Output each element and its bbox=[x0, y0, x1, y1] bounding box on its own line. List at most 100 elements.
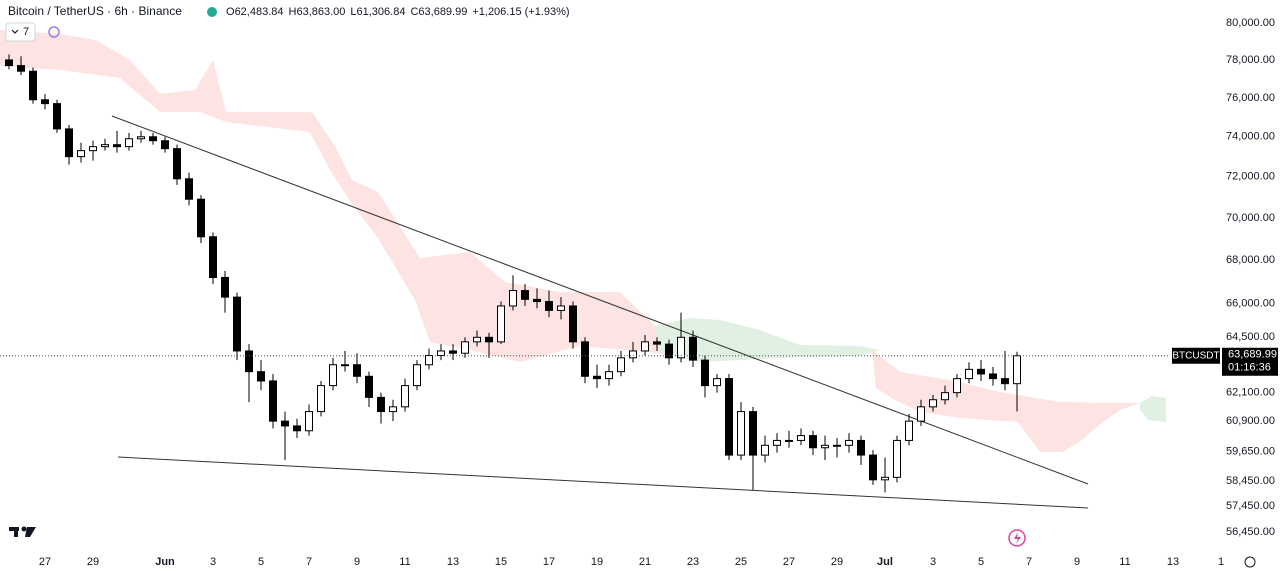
ohlc-label: O bbox=[226, 6, 235, 18]
indicators-toggle[interactable] bbox=[5, 22, 36, 42]
logo-part bbox=[14, 527, 18, 537]
x-tick-label: 1 bbox=[1218, 556, 1224, 568]
x-tick-label: 19 bbox=[591, 556, 603, 568]
logo-part bbox=[21, 526, 27, 532]
x-tick-label: Jun bbox=[155, 556, 175, 568]
candle-body bbox=[773, 439, 781, 446]
x-tick-label: 17 bbox=[543, 556, 555, 568]
x-tick-label: 9 bbox=[354, 556, 360, 568]
x-tick-label: 29 bbox=[831, 556, 843, 568]
candle-body bbox=[461, 341, 469, 354]
x-tick-label: 5 bbox=[258, 556, 264, 568]
y-tick-label: 74,000.00 bbox=[1226, 131, 1275, 143]
y-tick-label: 70,000.00 bbox=[1226, 212, 1275, 224]
candle-body bbox=[209, 236, 217, 278]
candle-body bbox=[929, 399, 937, 408]
y-tick-label: 80,000.00 bbox=[1226, 17, 1275, 29]
cloud-bearish bbox=[0, 30, 700, 362]
candle-body bbox=[89, 146, 97, 152]
x-tick-label: 7 bbox=[306, 556, 312, 568]
candle-body bbox=[833, 444, 841, 447]
candle-body bbox=[449, 350, 457, 354]
candle-body bbox=[473, 336, 481, 343]
tv-logo bbox=[9, 526, 36, 537]
x-tick-label: 7 bbox=[1026, 556, 1032, 568]
candles bbox=[5, 54, 1021, 493]
x-tick-label: 11 bbox=[399, 556, 410, 568]
ohlc-value: 61,306.84 bbox=[357, 6, 406, 18]
tag-background bbox=[1222, 347, 1278, 376]
candle-body bbox=[653, 341, 661, 345]
candle-body bbox=[713, 378, 721, 387]
candle-body bbox=[401, 385, 409, 408]
candle-body bbox=[389, 406, 397, 413]
candle-body bbox=[821, 444, 829, 449]
candle-body bbox=[509, 290, 517, 307]
candle-body bbox=[557, 305, 565, 311]
candle-body bbox=[41, 99, 49, 105]
candle-body bbox=[437, 350, 445, 357]
x-tick-label: 3 bbox=[210, 556, 216, 568]
candle-body bbox=[533, 298, 541, 303]
y-tick-label: 64,500.00 bbox=[1226, 331, 1275, 343]
candle-body bbox=[245, 350, 253, 373]
y-tick-label: 72,000.00 bbox=[1226, 171, 1275, 183]
candle-body bbox=[233, 296, 241, 352]
candle-body bbox=[149, 136, 157, 142]
candle-body bbox=[953, 378, 961, 394]
candle-body bbox=[665, 343, 673, 359]
candle-body bbox=[101, 144, 109, 148]
x-tick-label: 11 bbox=[1119, 556, 1130, 568]
candle-body bbox=[545, 301, 553, 311]
axes: 80,000.00 78,000.00 76,000.00 74,000.00 72,0… bbox=[39, 17, 1275, 568]
cloud-bullish bbox=[1140, 396, 1166, 422]
indicators-count: 7 bbox=[23, 26, 29, 38]
candle-body bbox=[737, 411, 745, 456]
candle-body bbox=[341, 364, 349, 367]
x-tick-label: Jul bbox=[877, 556, 893, 568]
y-tick-label: 60,900.00 bbox=[1226, 415, 1275, 427]
candle-body bbox=[749, 411, 757, 456]
x-tick-label: 5 bbox=[978, 556, 984, 568]
sync-icon[interactable] bbox=[48, 26, 60, 38]
cloud-bearish bbox=[872, 350, 1140, 452]
candle-body bbox=[785, 439, 793, 442]
y-tick-label: 57,450.00 bbox=[1226, 500, 1275, 512]
x-tick-label: 13 bbox=[447, 556, 459, 568]
ohlc-change: +1,206.15 (+1.93%) bbox=[472, 6, 569, 18]
y-tick-label: 59,650.00 bbox=[1226, 445, 1275, 457]
candle-body bbox=[725, 378, 733, 456]
x-tick-label: 3 bbox=[930, 556, 936, 568]
ohlc-label: C bbox=[410, 6, 418, 18]
candle-body bbox=[893, 439, 901, 478]
candle-body bbox=[881, 476, 889, 481]
candle-body bbox=[353, 364, 361, 377]
candle-body bbox=[581, 341, 589, 377]
alert-icon[interactable] bbox=[1008, 529, 1026, 547]
y-tick-label: 78,000.00 bbox=[1226, 54, 1275, 66]
y-tick-label: 58,450.00 bbox=[1226, 475, 1275, 487]
candle-body bbox=[797, 435, 805, 441]
candle-body bbox=[5, 59, 13, 67]
candle-body bbox=[221, 276, 229, 298]
candle-body bbox=[185, 178, 193, 200]
candle-body bbox=[269, 380, 277, 422]
candle-body bbox=[941, 392, 949, 401]
candle-body bbox=[905, 420, 913, 441]
logo-part bbox=[25, 527, 36, 537]
x-tick-label: 27 bbox=[783, 556, 795, 568]
candle-body bbox=[77, 150, 85, 158]
candle-body bbox=[53, 103, 61, 130]
x-tick-label: 9 bbox=[1074, 556, 1080, 568]
candle-body bbox=[413, 364, 421, 387]
candle-body bbox=[29, 70, 37, 101]
candle-body bbox=[1013, 355, 1021, 385]
settings-icon[interactable] bbox=[1244, 556, 1256, 568]
candle-body bbox=[569, 305, 577, 343]
status-dot bbox=[207, 7, 217, 17]
cloud-bullish bbox=[655, 318, 880, 362]
ohlc-value: 63,863.00 bbox=[296, 6, 345, 18]
candle-body bbox=[197, 198, 205, 238]
y-tick-label: 56,450.00 bbox=[1226, 526, 1275, 538]
